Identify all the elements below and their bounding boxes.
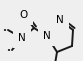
- Text: O: O: [20, 10, 28, 20]
- Text: N: N: [43, 31, 51, 41]
- Text: N: N: [18, 33, 26, 43]
- Text: N: N: [56, 15, 64, 25]
